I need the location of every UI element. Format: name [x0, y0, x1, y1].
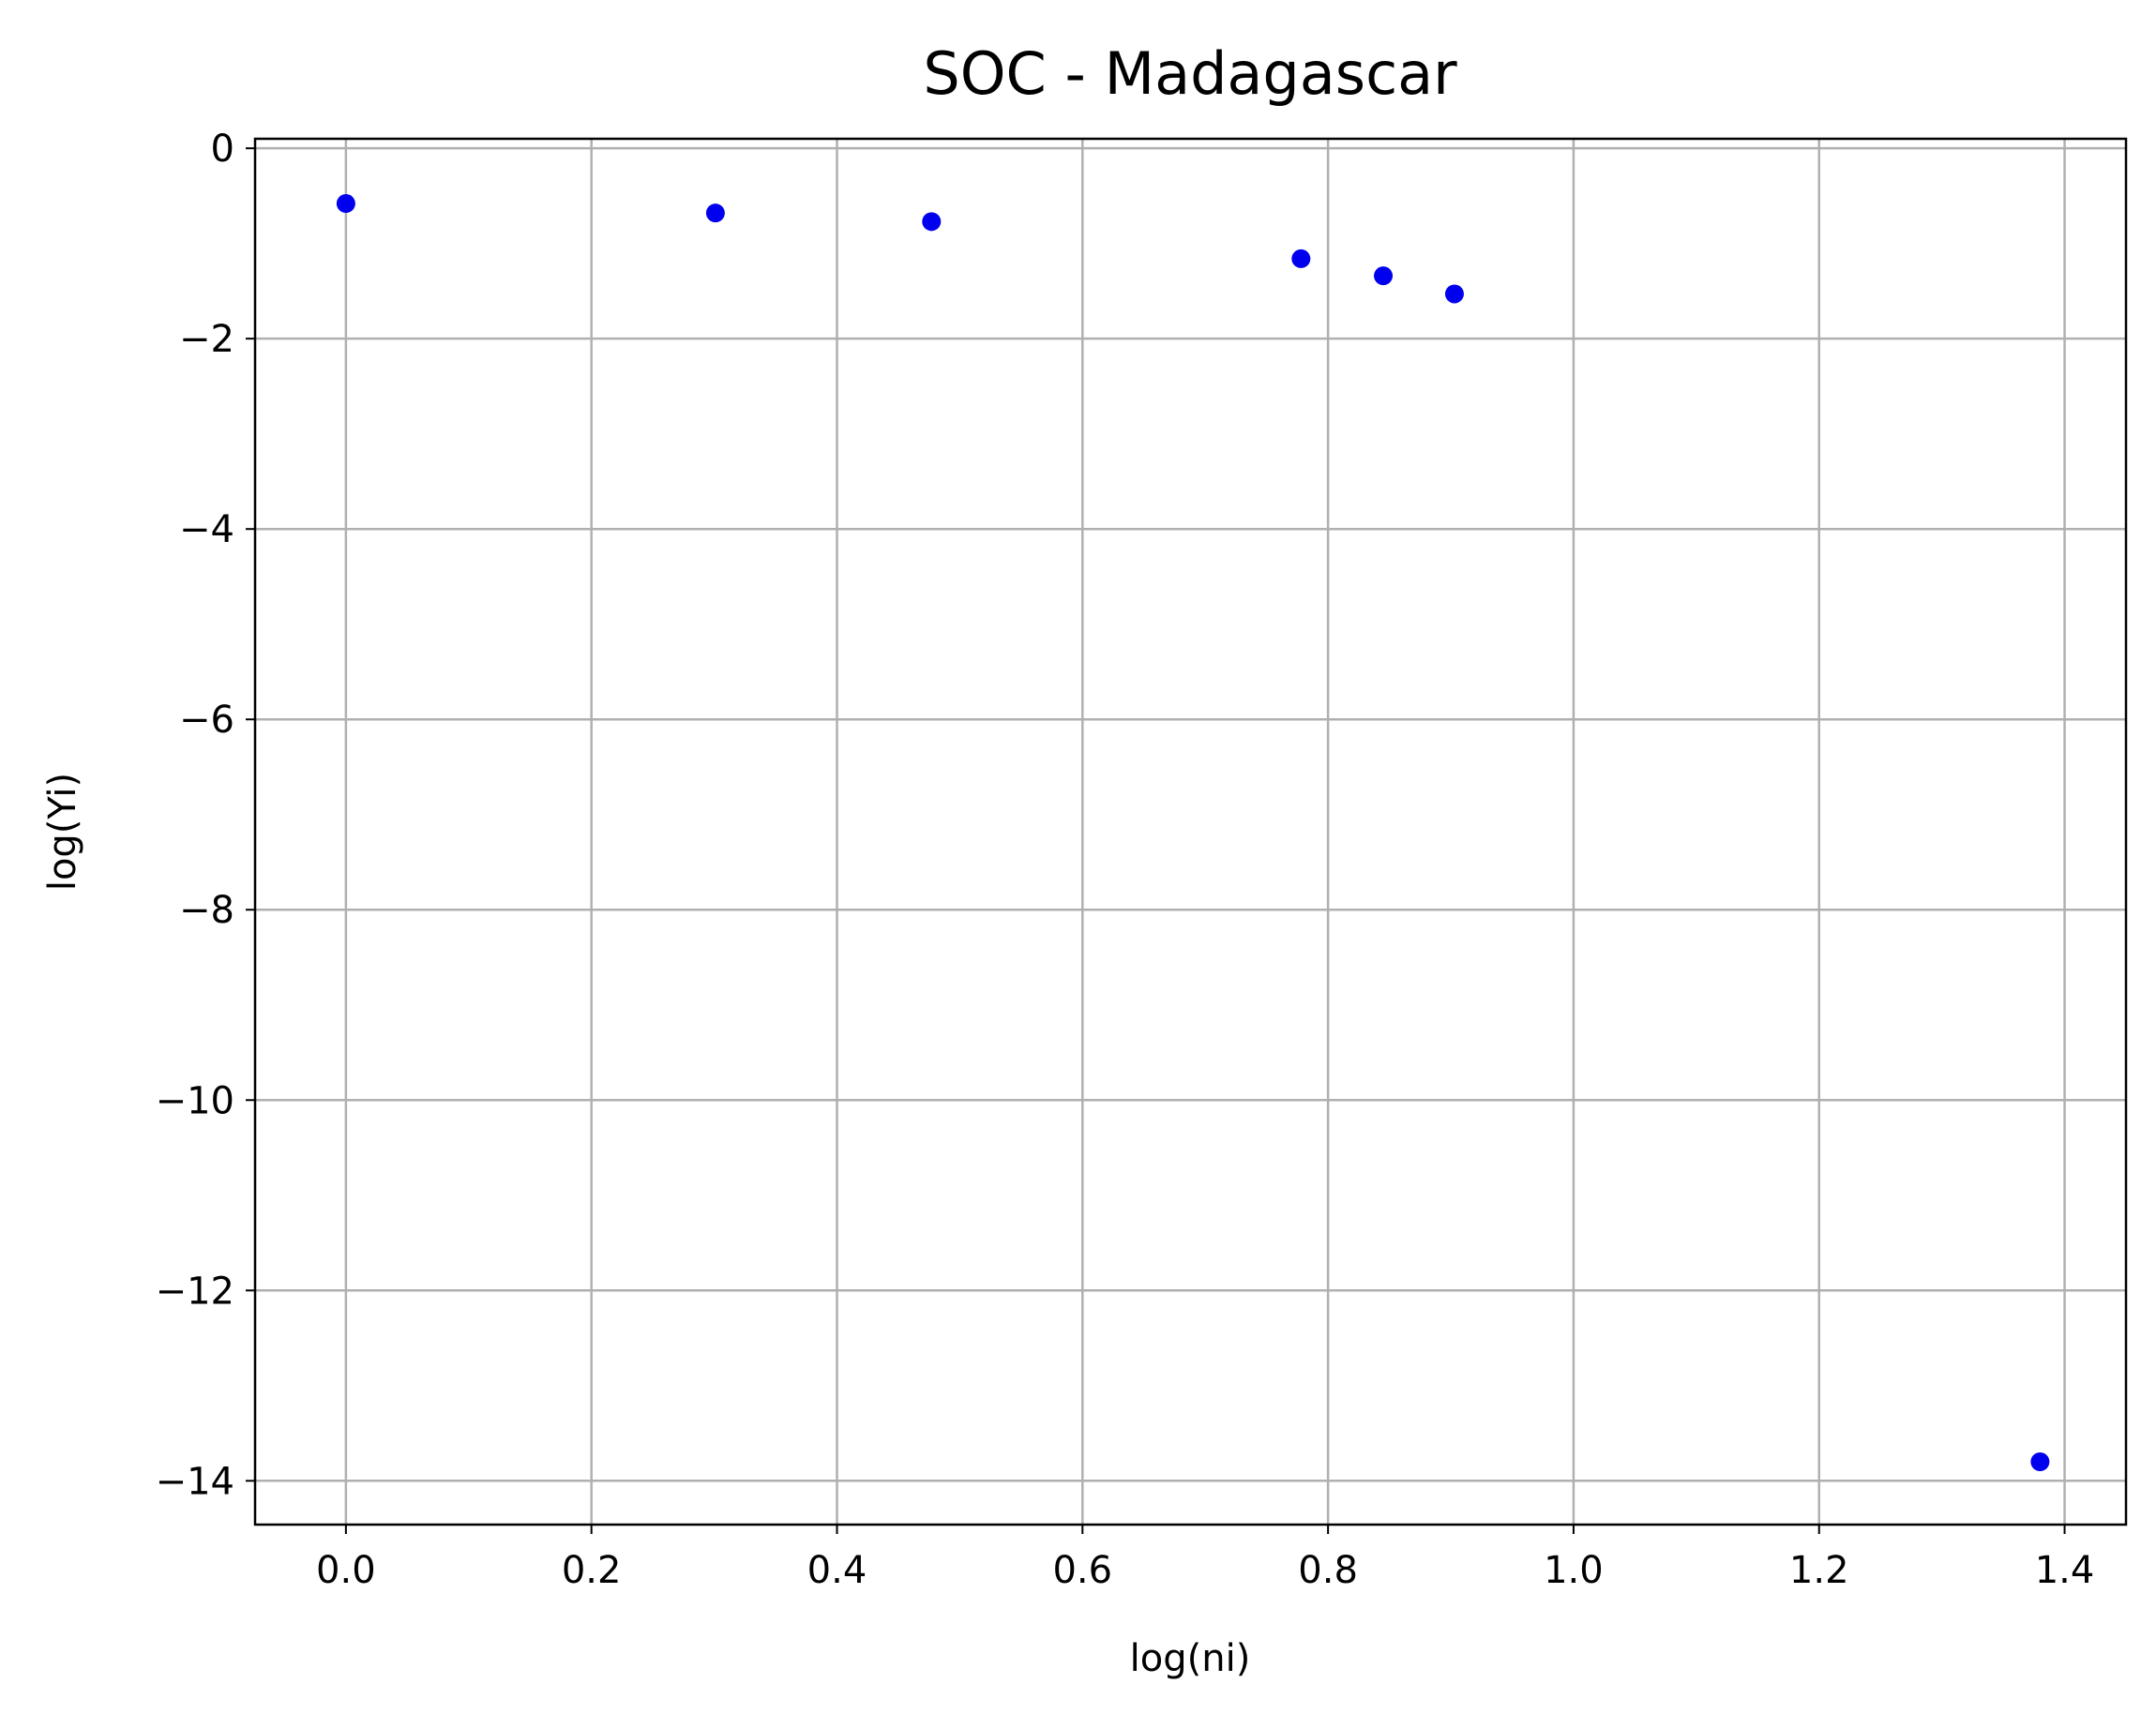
y-tick-label: −6 — [179, 699, 234, 742]
data-point — [705, 203, 725, 223]
y-tick-label: −12 — [156, 1270, 234, 1313]
x-tick-label: 1.4 — [2035, 1549, 2095, 1592]
x-tick-label: 0.6 — [1052, 1549, 1112, 1592]
ticks-layer: 0.0 0.2 0.4 0.6 0.8 1.0 1.2 1.4 0 −2 −4 −6 −8 −10 −12 −… — [156, 128, 2095, 1592]
y-axis-label: log(Yi) — [41, 773, 84, 891]
x-tick-label: 0.0 — [316, 1549, 376, 1592]
x-tick-label: 1.2 — [1789, 1549, 1849, 1592]
y-tick-label: −10 — [156, 1079, 234, 1122]
y-tick-label: 0 — [211, 128, 234, 171]
data-point — [2030, 1452, 2050, 1472]
data-point — [922, 212, 942, 232]
y-tick-label: −4 — [179, 508, 234, 551]
x-tick-label: 1.0 — [1544, 1549, 1604, 1592]
grid-layer — [255, 139, 2126, 1525]
x-tick-label: 0.2 — [562, 1549, 622, 1592]
x-tick-label: 0.4 — [807, 1549, 867, 1592]
y-tick-label: −8 — [179, 889, 234, 932]
data-point — [1291, 248, 1311, 268]
x-tick-label: 0.8 — [1298, 1549, 1358, 1592]
plot-frame — [253, 137, 2128, 1526]
x-axis-label: log(ni) — [1130, 1637, 1251, 1680]
y-tick-label: −2 — [179, 318, 234, 361]
points-layer — [336, 194, 2050, 1472]
chart-title: SOC - Madagascar — [923, 39, 1457, 108]
data-point — [1374, 266, 1394, 286]
data-point — [1444, 284, 1464, 304]
data-point — [336, 194, 355, 214]
y-tick-label: −14 — [156, 1460, 234, 1503]
